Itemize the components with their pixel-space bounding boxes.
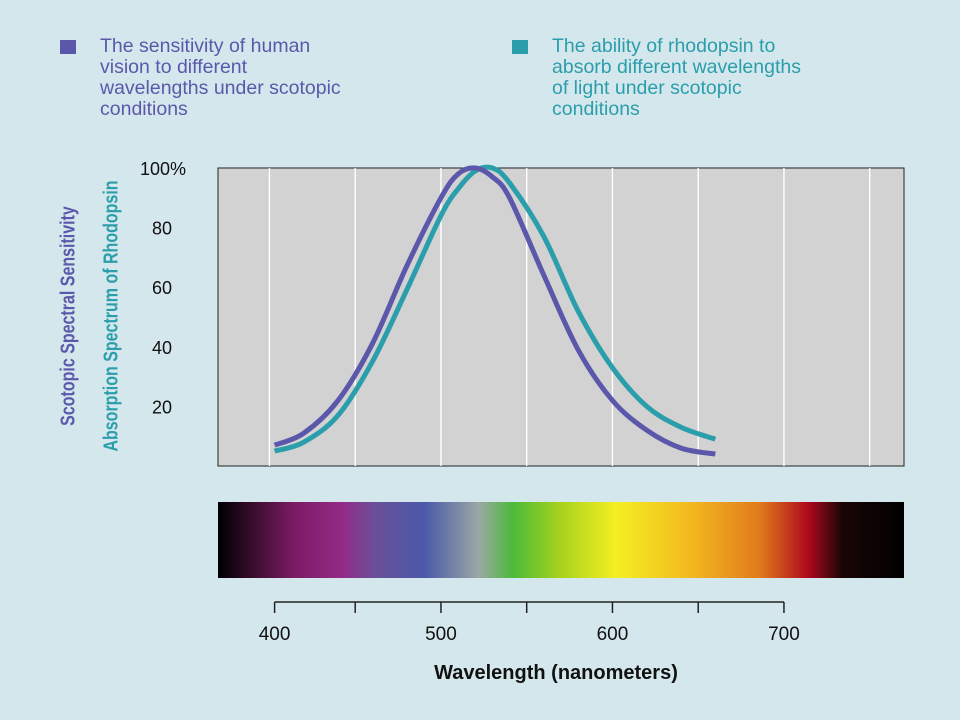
legend-label-rhodopsin: The ability of rhodopsin to absorb diffe… bbox=[552, 35, 801, 120]
legend-swatch-rhodopsin bbox=[512, 40, 528, 54]
legend-label-human-vision: The sensitivity of human vision to diffe… bbox=[100, 35, 341, 120]
y-tick-label: 40 bbox=[152, 338, 172, 358]
y-tick-label: 60 bbox=[152, 278, 172, 298]
x-tick-label: 500 bbox=[425, 624, 457, 645]
legend-swatch-human-vision bbox=[60, 40, 76, 54]
y-tick-label: 20 bbox=[152, 397, 172, 417]
x-axis-label: Wavelength (nanometers) bbox=[434, 662, 678, 684]
x-tick-label: 600 bbox=[597, 624, 629, 645]
series-line-human-vision bbox=[273, 165, 716, 457]
wavelength-spectrum-band bbox=[218, 502, 904, 578]
y-tick-label: 80 bbox=[152, 219, 172, 239]
x-tick-label: 700 bbox=[768, 624, 800, 645]
series-line-rhodopsin bbox=[273, 164, 717, 454]
x-tick-label: 400 bbox=[259, 624, 291, 645]
y-tick-label: 100% bbox=[140, 159, 186, 179]
